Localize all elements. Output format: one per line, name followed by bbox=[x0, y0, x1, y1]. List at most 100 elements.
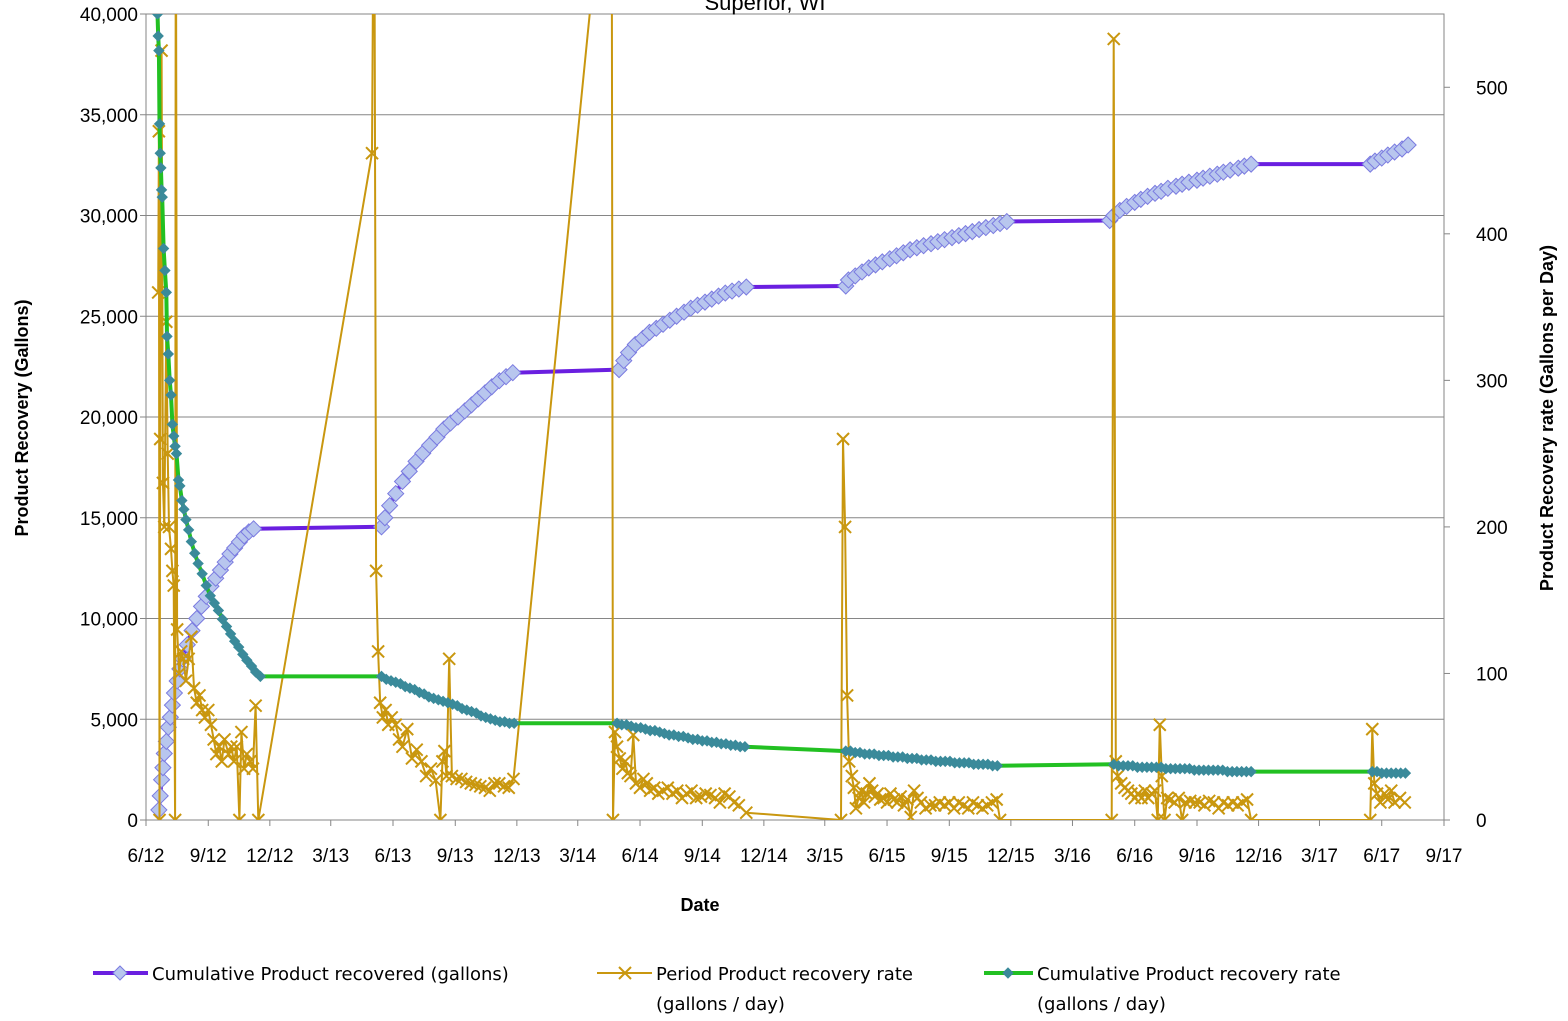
data-point bbox=[414, 754, 429, 769]
data-point bbox=[684, 783, 699, 798]
data-point bbox=[151, 14, 164, 20]
legend-label-line2: (gallons / day) bbox=[656, 994, 785, 1015]
data-point bbox=[152, 30, 164, 42]
data-point bbox=[623, 769, 638, 783]
data-point bbox=[838, 520, 852, 534]
x-tick-label: 3/13 bbox=[312, 846, 349, 867]
data-point bbox=[180, 513, 192, 526]
data-point bbox=[157, 520, 171, 534]
x-tick-label: 9/17 bbox=[1426, 846, 1463, 867]
y2-tick-label: 100 bbox=[1476, 664, 1508, 685]
data-point bbox=[449, 772, 464, 786]
data-point bbox=[195, 703, 209, 717]
data-point bbox=[165, 389, 177, 401]
y-tick-label: 30,000 bbox=[80, 207, 138, 228]
data-point bbox=[1105, 813, 1119, 820]
data-point bbox=[206, 732, 221, 747]
data-point bbox=[162, 348, 175, 360]
y-tick-label: 10,000 bbox=[80, 610, 138, 631]
data-point bbox=[170, 622, 184, 637]
legend-item-cumulative-recovered: Cumulative Product recovered (gallons) bbox=[93, 964, 509, 985]
data-point bbox=[739, 805, 753, 820]
data-point bbox=[168, 813, 182, 820]
data-point bbox=[232, 813, 247, 820]
data-point bbox=[408, 683, 421, 696]
data-point bbox=[428, 773, 443, 788]
legend-label-line1: Period Product recovery rate bbox=[656, 964, 913, 985]
data-point bbox=[989, 792, 1004, 807]
data-point bbox=[893, 789, 908, 804]
data-point bbox=[187, 681, 201, 695]
data-point bbox=[608, 725, 622, 739]
data-point bbox=[248, 698, 263, 713]
data-point bbox=[464, 776, 478, 791]
data-point bbox=[392, 732, 406, 747]
data-point bbox=[1148, 783, 1162, 798]
data-point bbox=[387, 484, 405, 503]
data-point bbox=[418, 688, 430, 700]
x-axis-title: Date bbox=[680, 895, 719, 915]
data-point bbox=[204, 590, 216, 602]
data-point bbox=[1111, 769, 1125, 783]
data-point bbox=[998, 212, 1016, 231]
data-point bbox=[178, 503, 190, 516]
legend-label: Period Product recovery rate (gallons / … bbox=[656, 964, 919, 1015]
data-point bbox=[473, 779, 488, 794]
y-axis-title: Product Recovery (Gallons) bbox=[12, 299, 32, 536]
data-point bbox=[190, 696, 204, 710]
data-point bbox=[1399, 136, 1417, 154]
data-point bbox=[251, 813, 266, 820]
data-point bbox=[154, 147, 166, 159]
data-point bbox=[739, 741, 751, 753]
data-point bbox=[847, 781, 861, 795]
data-point bbox=[439, 769, 454, 783]
y-tick-label: 0 bbox=[127, 811, 138, 832]
data-point bbox=[371, 644, 385, 659]
data-point bbox=[442, 652, 456, 666]
x-tick-label: 3/15 bbox=[806, 846, 843, 867]
data-point bbox=[227, 754, 241, 769]
data-point bbox=[166, 418, 179, 431]
y-tick-label: 15,000 bbox=[80, 509, 138, 530]
data-point bbox=[167, 578, 181, 593]
data-point bbox=[991, 760, 1004, 772]
data-point bbox=[836, 432, 850, 446]
data-point bbox=[698, 786, 713, 801]
data-point bbox=[633, 781, 647, 795]
x-tick-label: 12/16 bbox=[1235, 846, 1283, 867]
data-point bbox=[170, 447, 183, 460]
x-tick-label: 6/16 bbox=[1116, 846, 1153, 867]
series-1 bbox=[151, 14, 1412, 820]
data-point bbox=[1202, 794, 1216, 808]
data-point bbox=[151, 285, 165, 300]
data-point bbox=[209, 747, 224, 761]
data-point bbox=[162, 520, 176, 534]
series-line bbox=[156, 143, 1410, 811]
data-point bbox=[424, 762, 438, 776]
legend-label: Cumulative Product recovered (gallons) bbox=[152, 964, 509, 985]
data-point bbox=[365, 146, 379, 160]
data-point bbox=[433, 813, 448, 820]
data-point bbox=[373, 696, 387, 710]
data-point bbox=[384, 710, 399, 725]
data-point bbox=[880, 795, 894, 810]
data-point bbox=[1244, 813, 1258, 820]
data-point bbox=[640, 776, 654, 791]
data-point bbox=[435, 754, 450, 769]
data-point bbox=[419, 769, 433, 783]
legend-label-line1: Cumulative Product recovery rate bbox=[1037, 964, 1341, 985]
x-tick-label: 6/14 bbox=[622, 846, 659, 867]
data-point bbox=[229, 740, 244, 754]
data-point bbox=[606, 813, 620, 820]
x-tick-label: 9/14 bbox=[684, 846, 721, 867]
x-tick-label: 6/15 bbox=[869, 846, 906, 867]
data-point bbox=[1384, 783, 1398, 798]
data-point bbox=[618, 754, 632, 769]
x-tick-label: 6/12 bbox=[128, 846, 165, 867]
data-point bbox=[200, 579, 212, 592]
data-point bbox=[1365, 722, 1379, 736]
data-point bbox=[159, 264, 171, 277]
x-tick-label: 3/14 bbox=[559, 846, 596, 867]
data-point bbox=[212, 740, 226, 754]
